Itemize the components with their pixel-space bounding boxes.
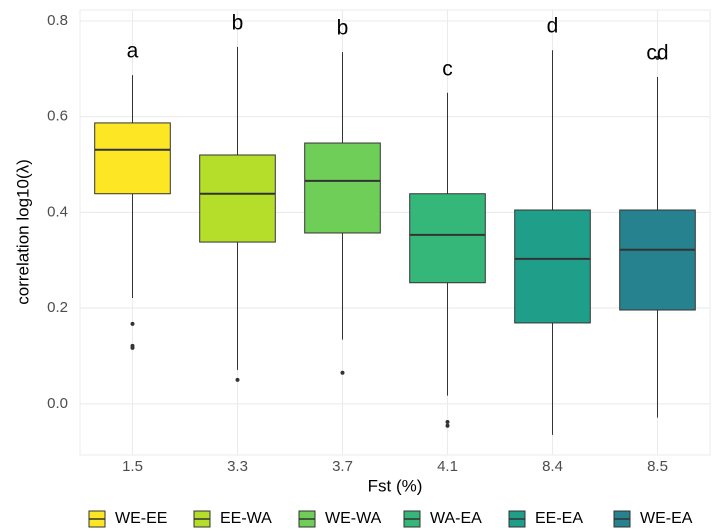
outlier (130, 321, 135, 326)
x-tick-label: 8.5 (647, 458, 668, 475)
outlier (235, 377, 240, 382)
outlier (130, 345, 135, 350)
significance-letter: b (337, 17, 349, 40)
x-axis-title: Fst (%) (368, 476, 423, 495)
x-tick-label: 3.3 (227, 458, 248, 475)
legend-label: EE-WA (220, 510, 272, 527)
legend-label: EE-EA (535, 510, 583, 527)
legend-label: WE-WA (325, 510, 382, 527)
box (619, 209, 696, 311)
box (304, 142, 381, 234)
y-tick-label: 0.0 (47, 395, 68, 412)
significance-letter: c (442, 57, 453, 80)
x-tick-label: 1.5 (122, 458, 143, 475)
y-tick-label: 0.4 (47, 203, 68, 220)
outlier (655, 55, 660, 60)
outlier (445, 423, 450, 428)
box (199, 154, 276, 243)
y-tick-label: 0.2 (47, 299, 68, 316)
y-axis-title: correlation log10(λ) (13, 159, 32, 305)
y-tick-label: 0.8 (47, 12, 68, 29)
y-tick-label: 0.6 (47, 108, 68, 125)
x-tick-label: 4.1 (437, 458, 458, 475)
significance-letter: b (232, 11, 244, 34)
significance-letter: d (547, 15, 559, 38)
outlier (445, 419, 450, 424)
significance-letter: a (127, 40, 139, 63)
box (94, 122, 171, 195)
legend-label: WE-EA (640, 510, 693, 527)
x-tick-label: 8.4 (542, 458, 563, 475)
box (409, 193, 486, 284)
plot-panel (79, 9, 711, 456)
significance-letter: cd (646, 42, 668, 65)
box (514, 209, 591, 324)
outlier (340, 370, 345, 375)
x-tick-label: 3.7 (332, 458, 353, 475)
legend-label: WA-EA (430, 510, 482, 527)
legend-label: WE-EE (115, 510, 167, 527)
